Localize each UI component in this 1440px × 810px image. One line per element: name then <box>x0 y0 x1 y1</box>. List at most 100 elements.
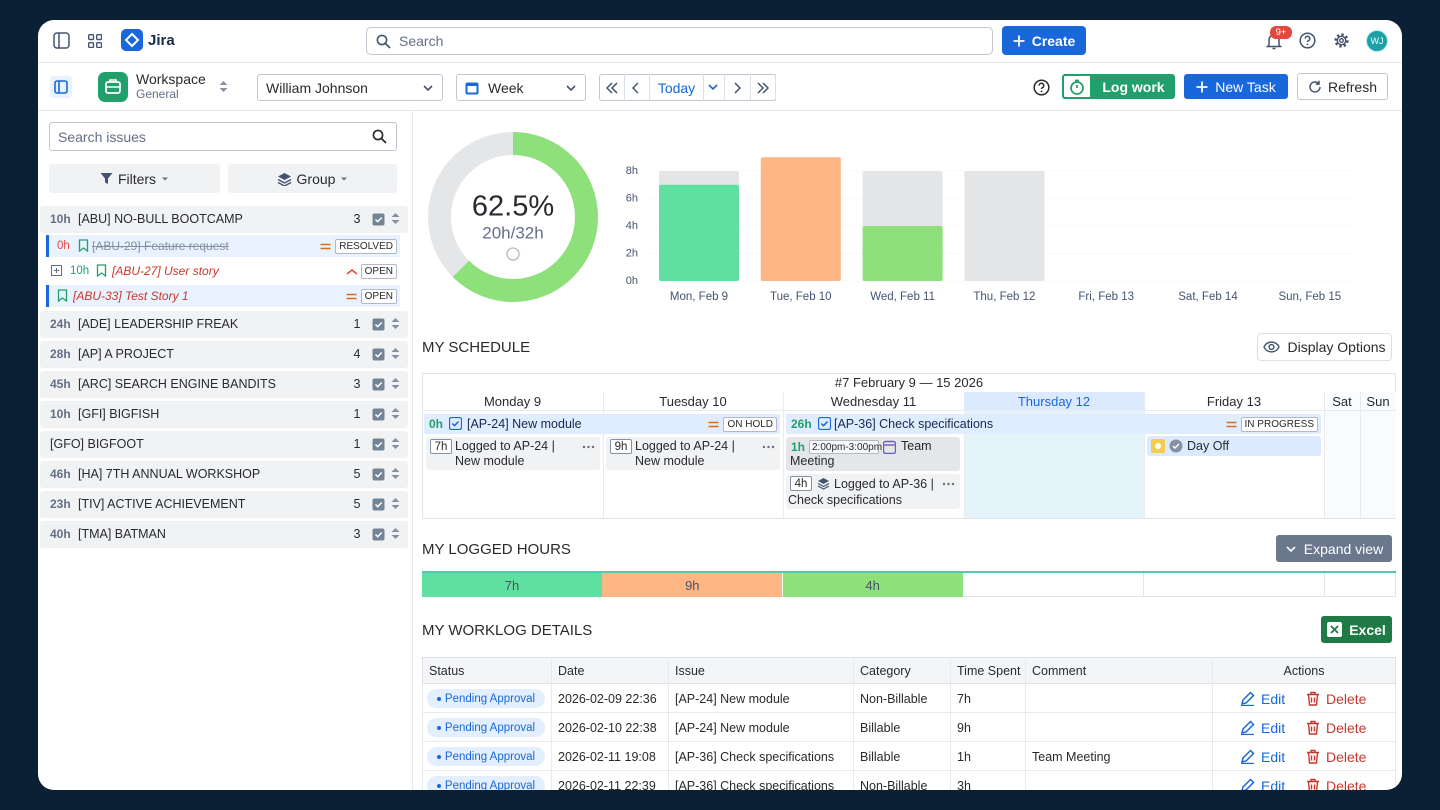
panel-button-glyph <box>50 76 72 98</box>
task-check-glyph-part <box>449 417 462 430</box>
y-tick-label: 8h <box>626 165 638 177</box>
task-check <box>818 417 831 430</box>
status-icon <box>372 528 385 541</box>
project-row[interactable] <box>40 401 408 428</box>
today-button[interactable]: Today <box>650 74 704 101</box>
nav-button[interactable] <box>625 74 650 101</box>
table-cell: 2026-02-10 22:38 <box>558 720 657 735</box>
project-row[interactable] <box>40 431 408 458</box>
display-options-button[interactable]: Display Options <box>1257 333 1392 361</box>
nav-button[interactable] <box>704 74 725 101</box>
delete-icon-glyph <box>1307 691 1319 706</box>
issue-type-icon-glyph <box>78 239 89 252</box>
sidebar-divider <box>412 110 413 790</box>
create-button[interactable]: Create <box>1002 26 1086 55</box>
status-icon <box>372 468 385 481</box>
summary-charts: 62.5%20h/32h 0h 2h 4h 6h 8h Mon, Feb 9 Tue, Feb… <box>428 132 1355 303</box>
workspace-subtitle: General <box>136 87 179 101</box>
nav-button[interactable] <box>599 74 625 101</box>
status-badge: OPEN <box>360 288 397 304</box>
filters-button[interactable]: Filters <box>49 164 220 193</box>
project-row[interactable] <box>40 521 408 548</box>
table-cell: 2026-02-11 22:39 <box>558 778 656 791</box>
project-row[interactable] <box>40 371 408 398</box>
edit-action[interactable]: Edit <box>1261 690 1286 707</box>
table-cell: Non-Billable <box>860 691 928 706</box>
schedule-entry[interactable] <box>1147 436 1321 456</box>
meeting-icon-glyph-part <box>883 440 896 454</box>
schedule-entry[interactable] <box>426 437 600 470</box>
issue-count: 5 <box>353 467 361 481</box>
table-row <box>422 771 1396 790</box>
delete-action[interactable]: Delete <box>1326 719 1367 736</box>
project-row[interactable] <box>40 461 408 488</box>
apps-menu <box>88 34 102 48</box>
expand-button[interactable]: Expand view <box>1276 535 1392 562</box>
project-row[interactable] <box>40 311 408 338</box>
nav-glyph <box>733 81 741 94</box>
new-task-button[interactable]: New Task <box>1184 74 1288 99</box>
delete-action[interactable]: Delete <box>1326 690 1367 707</box>
section-title: MY WORKLOG DETAILS <box>422 621 593 639</box>
task-bar[interactable] <box>424 414 780 434</box>
task-bar[interactable] <box>786 414 1321 434</box>
project-row[interactable] <box>40 206 408 233</box>
schedule-entry[interactable] <box>606 437 780 470</box>
column-divider <box>1025 657 1026 790</box>
column-divider <box>1212 657 1213 790</box>
notification-badge[interactable]: 9+ <box>1270 26 1292 39</box>
sort-icon-glyph-part <box>391 528 400 539</box>
issue-search[interactable]: Search issues <box>49 122 397 151</box>
entry-menu-glyph-part <box>762 445 766 449</box>
issue-row[interactable] <box>46 235 400 257</box>
project-row[interactable] <box>40 341 408 368</box>
global-search[interactable]: Search <box>366 27 993 55</box>
excel-button[interactable]: Excel <box>1321 616 1392 643</box>
table-cell: 1h <box>957 749 971 764</box>
workspace-icon-glyph <box>98 72 128 102</box>
task-status: IN PROGRESS <box>1226 416 1318 432</box>
help-button-glyph-part <box>1306 43 1309 46</box>
delete-action[interactable]: Delete <box>1326 748 1367 765</box>
y-tick-label: 0h <box>626 275 638 287</box>
group-button[interactable]: Group <box>228 164 397 193</box>
entry-menu-glyph-part <box>771 445 775 449</box>
workspace-name[interactable]: Workspace <box>136 71 206 87</box>
edit-action[interactable]: Edit <box>1261 748 1286 765</box>
timer-box <box>1062 74 1092 99</box>
project-row[interactable] <box>40 491 408 518</box>
nav-button[interactable] <box>725 74 751 101</box>
delete-icon <box>1306 720 1320 735</box>
avatar[interactable]: WJ <box>1366 30 1388 52</box>
project-hours: 28h <box>50 347 71 361</box>
nav-glyph <box>757 81 770 94</box>
issue-row[interactable] <box>46 285 400 307</box>
entry-text: Logged to AP-24 | New module <box>635 439 735 468</box>
schedule-entry[interactable] <box>786 474 960 509</box>
period-select[interactable]: Week <box>456 74 586 101</box>
capacity-bar <box>964 171 1045 281</box>
nav-button[interactable] <box>751 74 776 101</box>
entry-text: Day Off <box>1187 439 1230 453</box>
delete-icon <box>1306 749 1320 764</box>
issue-count: 4 <box>353 347 361 361</box>
issue-count: 1 <box>353 407 361 421</box>
priority-icon-part <box>346 293 357 299</box>
jira-logo-glyph-part <box>124 32 140 48</box>
status-icon-glyph-part <box>374 321 383 328</box>
approved-icon-glyph <box>1169 439 1183 453</box>
status-pill: Pending Approval <box>427 776 545 790</box>
table-cell: 3h <box>957 778 971 791</box>
user-select[interactable]: William Johnson <box>257 74 443 101</box>
project-name: [AP] A PROJECT <box>78 347 174 361</box>
edit-action[interactable]: Edit <box>1261 777 1286 791</box>
log-work-button[interactable]: Log work <box>1062 74 1175 99</box>
settings-button <box>1333 32 1350 49</box>
refresh-button[interactable]: Refresh <box>1297 73 1388 100</box>
caret <box>162 177 169 180</box>
delete-action[interactable]: Delete <box>1326 777 1367 791</box>
table-cell: 7h <box>957 691 971 706</box>
edit-action[interactable]: Edit <box>1261 719 1286 736</box>
issue-status: OPEN <box>346 288 397 304</box>
sort-icon <box>390 437 401 450</box>
